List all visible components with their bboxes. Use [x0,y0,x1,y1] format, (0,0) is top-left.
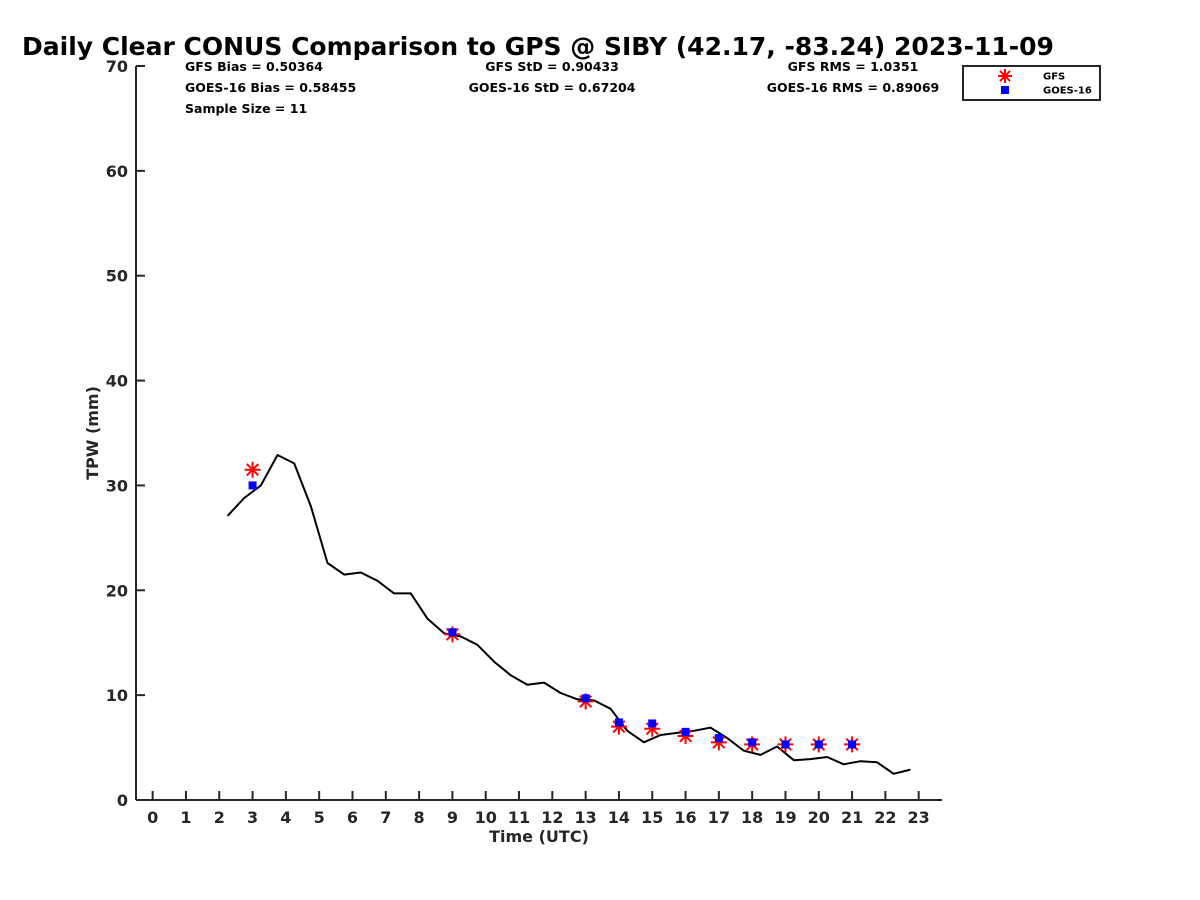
x-tick-label: 19 [774,808,796,827]
legend-label: GFS [1043,72,1065,83]
x-tick-label: 17 [708,808,730,827]
x-tick-label: 5 [314,808,325,827]
x-tick-label: 0 [147,808,158,827]
x-tick-label: 1 [180,808,191,827]
legend: GFS GOES-16 [962,65,1101,101]
x-tick-label: 23 [908,808,930,827]
legend-gfs-marker [998,69,1012,83]
goes16-point [714,734,723,743]
x-tick-label: 6 [347,808,358,827]
y-tick-label: 10 [106,686,128,705]
y-tick-label: 60 [106,162,128,181]
goes16-point [614,718,623,727]
x-tick-label: 13 [574,808,596,827]
statistics-block: GFS Bias = 0.50364 GFS StD = 0.90433 GFS R… [185,59,939,116]
y-tick-label: 20 [106,581,128,600]
x-tick-label: 3 [247,808,258,827]
x-tick-label: 7 [380,808,391,827]
legend-label: GOES-16 [1043,86,1092,97]
x-tick-label: 11 [508,808,530,827]
x-tick-label: 8 [414,808,425,827]
y-axis-ticks: 0 10 20 30 40 50 60 70 [106,57,145,810]
x-tick-label: 14 [608,808,630,827]
stat-r0-c1: GFS StD = 0.90433 [485,59,619,74]
series-goes-16 [248,481,857,749]
y-tick-label: 30 [106,476,128,495]
stat-r1-c1: GOES-16 StD = 0.67204 [469,80,636,95]
y-tick-label: 50 [106,267,128,286]
x-tick-label: 9 [447,808,458,827]
gps-line [226,454,911,775]
x-tick-label: 10 [475,808,497,827]
stat-r2-c0: Sample Size = 11 [185,101,307,116]
x-tick-label: 20 [808,808,830,827]
x-tick-label: 4 [280,808,291,827]
goes16-point [448,628,457,637]
goes16-point [814,740,823,749]
goes16-point [248,481,257,490]
x-tick-label: 15 [641,808,663,827]
y-tick-label: 40 [106,372,128,391]
goes16-point [748,738,757,747]
chart-title: Daily Clear CONUS Comparison to GPS @ SI… [22,32,1054,61]
x-tick-label: 16 [674,808,696,827]
stat-r0-c0: GFS Bias = 0.50364 [185,59,323,74]
x-tick-label: 12 [541,808,563,827]
legend-goes16-marker [1001,86,1009,94]
y-tick-label: 0 [117,791,128,810]
goes16-point [848,740,857,749]
series-gfs [244,461,861,753]
stat-r0-c2: GFS RMS = 1.0351 [788,59,919,74]
x-tick-label: 22 [874,808,896,827]
x-tick-label: 21 [841,808,863,827]
x-axis-ticks: 0 1 2 3 4 5 6 7 8 9 10 11 12 13 14 15 16 17 18 19 20 21 22 23 [147,791,930,827]
goes16-point [681,727,690,736]
y-axis-label: TPW (mm) [83,386,102,480]
x-axis-label: Time (UTC) [489,827,589,846]
goes16-point [648,719,657,728]
x-tick-label: 18 [741,808,763,827]
x-tick-label: 2 [214,808,225,827]
goes16-point [581,694,590,703]
series-layer [226,454,911,775]
gfs-point [244,461,261,478]
y-tick-label: 70 [106,57,128,76]
stat-r1-c0: GOES-16 Bias = 0.58455 [185,80,356,95]
goes16-point [781,740,790,749]
legend-box [962,65,1101,101]
stat-r1-c2: GOES-16 RMS = 0.89069 [767,80,940,95]
series-gps-line [226,454,911,775]
